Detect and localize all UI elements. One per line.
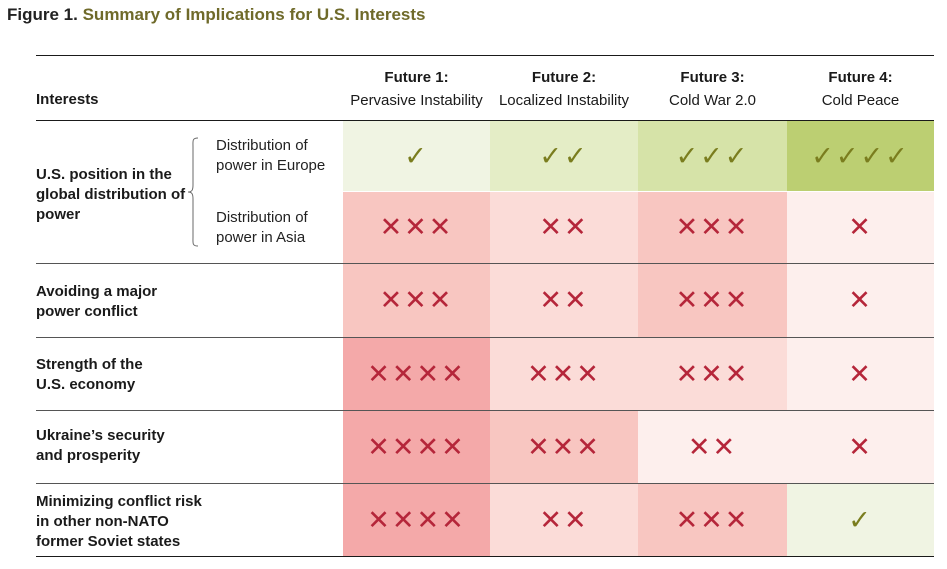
- cell-non-nato-future-3: ✕✕✕: [638, 484, 787, 556]
- cell-ukraine-future-4: ✕: [787, 411, 934, 483]
- interests-header: Interests: [36, 91, 99, 108]
- header-rule: [36, 120, 934, 121]
- row-separator: [36, 263, 934, 264]
- column-name: Localized Instability: [498, 92, 630, 109]
- column-header-future-3: Future 3: Cold War 2.0: [638, 66, 787, 116]
- sub-label-europe: Distribution of power in Europe: [216, 137, 326, 174]
- cell-ukraine-future-3: ✕✕: [638, 411, 787, 483]
- cell-asia-future-1: ✕✕✕: [343, 192, 490, 263]
- figure-caption: Summary of Implications for U.S. Interes…: [82, 5, 426, 24]
- cell-europe-future-1: ✓: [343, 121, 490, 191]
- column-number: Future 1:: [384, 69, 449, 86]
- column-name: Cold Peace: [821, 92, 900, 109]
- column-number: Future 2:: [531, 69, 597, 86]
- cell-non-nato-future-2: ✕✕: [490, 484, 638, 556]
- table-top-rule: [36, 55, 934, 56]
- cell-economy-future-4: ✕: [787, 338, 934, 410]
- cell-europe-future-2: ✓✓: [490, 121, 638, 191]
- cell-conflict-future-4: ✕: [787, 264, 934, 337]
- table-bottom-rule: [36, 556, 934, 557]
- brace-icon: [187, 137, 199, 247]
- cell-economy-future-2: ✕✕✕: [490, 338, 638, 410]
- cell-asia-future-4: ✕: [787, 192, 934, 263]
- cell-conflict-future-3: ✕✕✕: [638, 264, 787, 337]
- row-label-global-power: U.S. position in the global distribution…: [36, 166, 186, 223]
- cell-ukraine-future-2: ✕✕✕: [490, 411, 638, 483]
- row-separator: [36, 410, 934, 411]
- cell-asia-future-2: ✕✕: [490, 192, 638, 263]
- cell-europe-future-3: ✓✓✓: [638, 121, 787, 191]
- row-label-major-conflict: Avoiding a major power conflict: [36, 283, 158, 320]
- cell-economy-future-1: ✕✕✕✕: [343, 338, 490, 410]
- column-header-future-1: Future 1: Pervasive Instability: [343, 66, 490, 116]
- cell-conflict-future-1: ✕✕✕: [343, 264, 490, 337]
- column-name: Cold War 2.0: [669, 92, 756, 109]
- figure-title: Figure 1. Summary of Implications for U.…: [7, 5, 426, 25]
- cell-non-nato-future-4: ✓: [787, 484, 934, 556]
- column-header-future-4: Future 4: Cold Peace: [787, 66, 934, 116]
- column-number: Future 3:: [680, 69, 745, 86]
- cell-non-nato-future-1: ✕✕✕✕: [343, 484, 490, 556]
- cell-europe-future-4: ✓✓✓✓: [787, 121, 934, 191]
- column-number: Future 4:: [828, 69, 893, 86]
- column-name: Pervasive Instability: [350, 92, 483, 109]
- row-label-non-nato: Minimizing conflict risk in other non-NA…: [36, 493, 202, 550]
- cell-conflict-future-2: ✕✕: [490, 264, 638, 337]
- row-separator: [36, 337, 934, 338]
- cell-ukraine-future-1: ✕✕✕✕: [343, 411, 490, 483]
- cell-economy-future-3: ✕✕✕: [638, 338, 787, 410]
- sub-label-asia: Distribution of power in Asia: [216, 209, 308, 246]
- row-separator: [36, 483, 934, 484]
- column-header-future-2: Future 2: Localized Instability: [490, 66, 638, 116]
- row-label-economy: Strength of the U.S. economy: [36, 356, 143, 393]
- cell-asia-future-3: ✕✕✕: [638, 192, 787, 263]
- figure-number: Figure 1.: [7, 5, 78, 24]
- row-label-ukraine: Ukraine’s security and prosperity: [36, 427, 165, 464]
